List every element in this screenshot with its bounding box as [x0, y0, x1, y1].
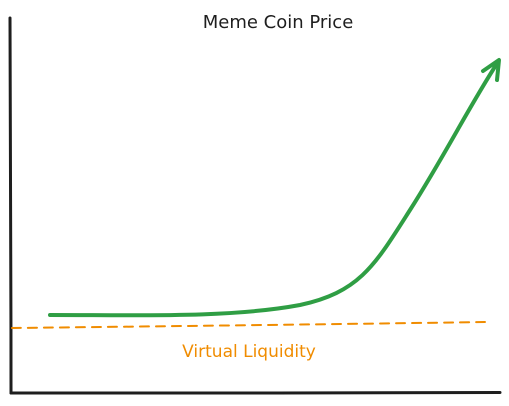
axes	[8, 16, 502, 395]
diagram-title: Meme Coin Price	[203, 12, 354, 33]
liquidity-line	[11, 321, 487, 329]
y-axis	[8, 16, 13, 395]
x-axis	[9, 391, 502, 395]
liquidity-label: Virtual Liquidity	[182, 342, 316, 362]
price-curve	[48, 60, 500, 318]
price-arrowhead	[481, 58, 501, 82]
